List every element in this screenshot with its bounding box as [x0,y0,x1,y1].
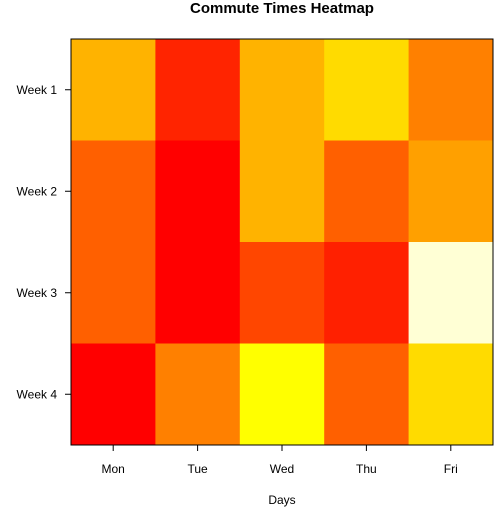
heatmap-cell [71,140,156,243]
heatmap-cell [408,242,494,344]
heatmap-cell [324,242,410,344]
heatmap-cell [239,343,325,446]
y-tick-label: Week 2 [17,184,58,198]
y-tick-label: Week 1 [17,83,58,97]
heatmap-cell [239,242,325,344]
heatmap-cell [155,343,241,446]
heatmap-cell [71,242,156,344]
x-axis: Mon Tue Wed Thu Fri [102,445,458,476]
heatmap-cell [408,39,494,141]
chart-title: Commute Times Heatmap [190,0,374,17]
heatmap-cell [239,140,325,243]
heatmap-cell [408,140,494,243]
y-tick-label: Week 4 [17,387,58,401]
x-tick-label: Fri [444,462,458,476]
heatmap-cell [324,343,410,446]
x-tick-label: Thu [356,462,377,476]
heatmap-cell [324,140,410,243]
y-tick-label: Week 3 [17,286,58,300]
heatmap-cell [324,39,410,141]
heatmap-cell [155,140,241,243]
x-tick-label: Wed [270,462,294,476]
heatmap-cell [71,39,156,141]
heatmap-cell [155,39,241,141]
heatmap-cell [155,242,241,344]
heatmap-cells [71,39,494,446]
x-tick-label: Tue [187,462,208,476]
x-axis-label: Days [268,493,295,507]
heatmap-cell [408,343,494,446]
heatmap-cell [239,39,325,141]
x-tick-label: Mon [102,462,125,476]
y-axis: Week 1 Week 2 Week 3 Week 4 [17,83,71,401]
heatmap-cell [71,343,156,446]
